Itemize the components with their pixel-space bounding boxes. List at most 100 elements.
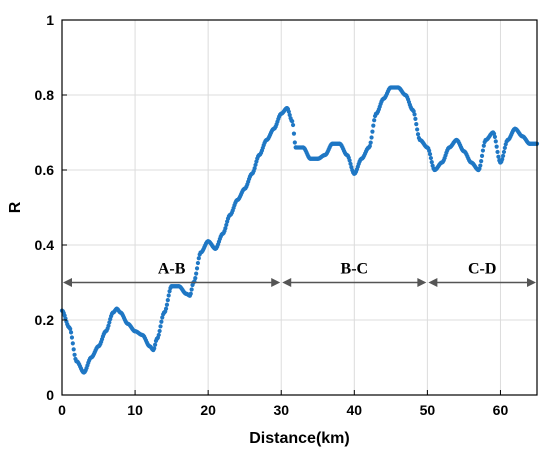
y-tick-label: 0.2 [35, 312, 55, 328]
data-point [429, 159, 434, 165]
data-point [415, 127, 420, 132]
data-point [68, 326, 73, 331]
data-point [107, 320, 112, 325]
axis-ticks: 0 10 20 30 40 50 60 0 0.2 0.4 0.6 0.8 1 [35, 12, 509, 418]
data-point [496, 154, 501, 159]
data-point [158, 324, 163, 329]
y-axis-title: R [7, 201, 24, 213]
data-point [370, 129, 375, 134]
data-point [415, 132, 421, 137]
data-point [166, 293, 171, 298]
data-point [167, 289, 172, 294]
data-point [414, 122, 419, 127]
data-point [70, 341, 75, 346]
data-point [479, 159, 484, 164]
data-point [479, 153, 485, 158]
data-point [188, 291, 193, 296]
x-tick-label: 60 [493, 402, 509, 418]
x-axis-title: Distance(km) [249, 430, 349, 447]
x-tick-label: 10 [127, 402, 143, 418]
data-point [164, 302, 170, 307]
segment-label: A-B [158, 261, 186, 278]
data-point [494, 144, 499, 149]
data-point [478, 163, 483, 168]
data-point [71, 347, 76, 352]
data-point [493, 139, 498, 144]
segment-annotations: A-B B-C C-D [63, 261, 536, 287]
data-point [287, 112, 292, 118]
data-point [252, 166, 257, 171]
data-point [196, 256, 201, 261]
data-point [163, 306, 169, 311]
grid [61, 19, 537, 396]
y-tick-label: 0.6 [35, 162, 55, 178]
data-point [369, 135, 374, 140]
segment-arrowhead-right [271, 278, 281, 287]
data-point [502, 145, 507, 151]
data-point [156, 332, 161, 338]
data-point [427, 152, 433, 157]
data-point [367, 144, 372, 149]
data-point [412, 112, 417, 117]
data-point [481, 143, 486, 148]
data-point [195, 260, 201, 266]
x-tick-label: 50 [420, 402, 436, 418]
data-point [194, 271, 199, 276]
x-tick-label: 20 [200, 402, 216, 418]
segment-arrowhead-right [527, 278, 536, 287]
segment-arrowhead-left [428, 278, 438, 287]
data-point [189, 287, 194, 292]
data-point [348, 161, 353, 166]
data-point [428, 155, 433, 161]
data-point [491, 131, 497, 136]
x-tick-label: 30 [273, 402, 289, 418]
data-point [427, 148, 432, 153]
data-point [223, 226, 228, 231]
segment-label: B-C [341, 261, 369, 278]
data-point [253, 162, 258, 168]
data-point [413, 116, 418, 121]
data-point [501, 149, 507, 155]
data-point [165, 298, 170, 303]
data-point [286, 109, 291, 114]
data-point [477, 166, 482, 171]
data-point [371, 123, 376, 128]
data-point [492, 134, 498, 139]
data-point [500, 157, 505, 162]
y-tick-label: 0.4 [35, 237, 55, 253]
data-point [372, 118, 377, 123]
data-point [106, 323, 111, 328]
data-point [480, 148, 486, 153]
data-point [68, 330, 74, 335]
data-point [292, 140, 297, 145]
data-point [224, 222, 229, 228]
data-point [347, 158, 352, 163]
data-point [72, 352, 77, 357]
data-point [159, 319, 164, 324]
y-tick-label: 0 [46, 387, 54, 403]
x-tick-label: 0 [58, 402, 66, 418]
data-point [495, 149, 500, 155]
segment-arrowhead-left [63, 278, 72, 287]
x-tick-label: 40 [347, 402, 363, 418]
segment-label: C-D [468, 261, 496, 278]
data-point [153, 342, 158, 347]
data-point [69, 335, 75, 340]
y-tick-label: 1 [46, 12, 54, 28]
data-point [157, 328, 162, 334]
data-point [290, 122, 296, 128]
data-point [290, 119, 295, 124]
data-point [152, 346, 157, 351]
data-point [160, 315, 165, 320]
data-point [411, 109, 416, 114]
data-point [193, 276, 198, 281]
segment-arrowhead-right [417, 278, 427, 287]
plot-area-frame [61, 19, 538, 396]
y-tick-label: 0.8 [35, 87, 55, 103]
data-series [59, 85, 540, 375]
data-point [368, 140, 373, 145]
data-point [194, 266, 200, 271]
data-point [500, 153, 506, 158]
segment-arrowhead-left [282, 278, 292, 287]
